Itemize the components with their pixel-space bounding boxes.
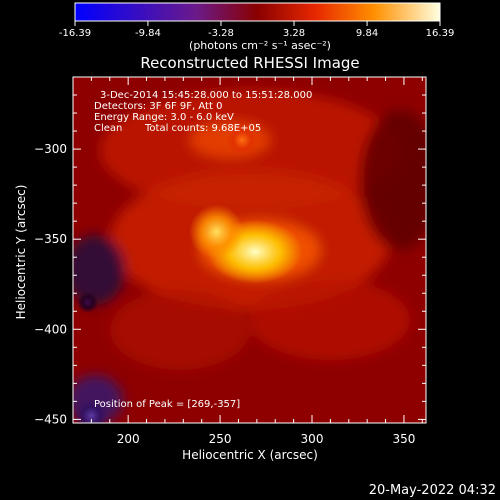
- annotation-time: 3-Dec-2014 15:45:28.000 to 15:51:28.000: [100, 90, 312, 101]
- colorbar-tick-label: 16.39: [426, 28, 455, 39]
- colorbar-gradient: [74, 2, 441, 22]
- annotation-clean: Clean: [94, 123, 122, 134]
- y-tick-label: −450: [34, 412, 67, 426]
- heatmap-source: [75, 399, 108, 423]
- heatmap-sources: [75, 123, 303, 423]
- colorbar-ticks: -16.39 -9.84 -3.28 3.28 9.84 16.39: [59, 21, 454, 39]
- chart-title: Reconstructed RHESSI Image: [140, 54, 359, 72]
- heatmap-source: [225, 123, 259, 157]
- colorbar-label: (photons cm⁻² s⁻¹ asec⁻²): [189, 39, 331, 52]
- heatmap-blob: [360, 110, 426, 250]
- colorbar-tick-label: 3.28: [283, 28, 305, 39]
- y-tick-label: −400: [34, 322, 67, 336]
- x-axis-label: Heliocentric X (arcsec): [182, 448, 318, 462]
- plot-frame: [72, 76, 427, 424]
- annotation-energy: Energy Range: 3.0 - 6.0 keV: [94, 112, 234, 123]
- x-tick-label: 350: [392, 432, 415, 446]
- annotation-peak-position: Position of Peak = [269,-357]: [94, 399, 240, 410]
- heatmap-source: [189, 204, 244, 260]
- x-axis: 200 250 300 350: [90, 77, 423, 446]
- colorbar: -16.39 -9.84 -3.28 3.28 9.84 16.39 (photons c…: [59, 2, 454, 52]
- heatmap-blob: [73, 235, 125, 305]
- footer-date: 20-May-2022 04:32: [369, 483, 496, 498]
- heatmap-area: [73, 77, 426, 423]
- heatmap-blob: [250, 280, 410, 360]
- annotation-block: 3-Dec-2014 15:45:28.000 to 15:51:28.000 …: [94, 90, 312, 134]
- y-tick-label: −350: [34, 232, 67, 246]
- x-tick-label: 250: [209, 432, 232, 446]
- colorbar-tick-label: -16.39: [59, 28, 91, 39]
- y-axis-label: Heliocentric Y (arcsec): [14, 185, 28, 320]
- annotation-total-counts: Total counts: 9.68E+05: [144, 123, 261, 134]
- x-tick-label: 300: [301, 432, 324, 446]
- annotation-detectors: Detectors: 3F 6F 9F, Att 0: [94, 101, 222, 112]
- colorbar-tick-label: 9.84: [356, 28, 378, 39]
- x-tick-label: 200: [117, 432, 140, 446]
- heatmap-source: [76, 291, 99, 313]
- heatmap-blob: [110, 290, 250, 370]
- y-axis: −300 −350 −400 −450: [34, 94, 426, 426]
- colorbar-tick-label: -9.84: [135, 28, 161, 39]
- y-tick-label: −300: [34, 142, 67, 156]
- colorbar-tick-label: -3.28: [208, 28, 234, 39]
